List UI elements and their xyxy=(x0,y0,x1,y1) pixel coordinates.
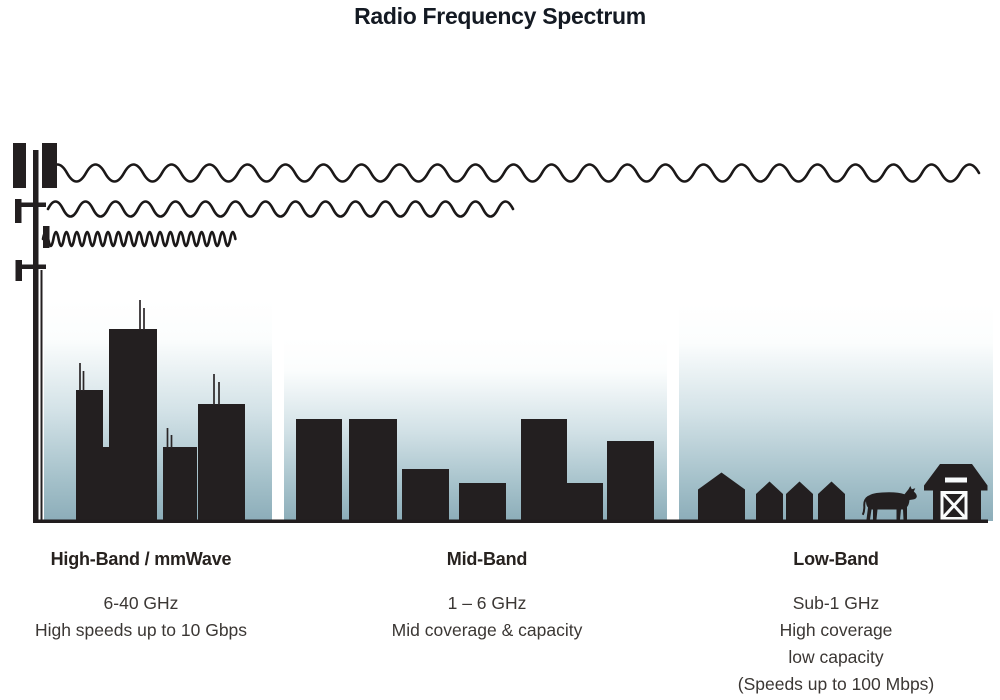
rooftop-antennas xyxy=(79,300,220,448)
low-band-label: Low-Band Sub-1 GHz High coverage low cap… xyxy=(738,548,935,698)
low-building xyxy=(163,447,197,520)
high-band-detail: High speeds up to 10 Gbps xyxy=(34,620,248,640)
barn-icon xyxy=(924,464,988,520)
tower-leg xyxy=(40,270,43,522)
mid-band-detail: Mid coverage & capacity xyxy=(391,620,583,640)
antenna-panel xyxy=(42,143,57,188)
building xyxy=(349,419,397,520)
cell-tower-icon xyxy=(13,143,57,522)
building xyxy=(296,419,342,520)
high-band-frequency: 6-40 GHz xyxy=(103,593,179,613)
high-band-heading: High-Band / mmWave xyxy=(50,549,232,569)
small-antenna xyxy=(15,260,22,281)
building xyxy=(459,483,506,520)
building xyxy=(521,419,567,520)
low-band-wave-icon xyxy=(46,163,981,183)
tower-crossarm xyxy=(17,264,46,269)
cow-tail xyxy=(861,495,870,516)
barn-loft-window xyxy=(945,477,967,483)
cow-icon xyxy=(861,486,917,520)
mid-band-heading: Mid-Band xyxy=(446,549,528,569)
skyscraper xyxy=(109,329,157,520)
skyscraper xyxy=(76,390,103,520)
low-band-heading: Low-Band xyxy=(793,549,879,569)
high-band-label: High-Band / mmWave 6-40 GHz High speeds … xyxy=(35,548,247,644)
low-band-detail: low capacity xyxy=(788,647,884,667)
low-building xyxy=(103,447,109,520)
building xyxy=(607,441,654,520)
tower-crossarm xyxy=(17,202,46,207)
house-icon xyxy=(818,481,845,520)
low-band-frequency: Sub-1 GHz xyxy=(792,593,880,613)
tower-mast xyxy=(33,150,39,522)
mid-band-label: Mid-Band 1 – 6 GHz Mid coverage & capaci… xyxy=(392,548,583,644)
mid-band-wave-icon xyxy=(46,200,515,218)
spectrum-illustration xyxy=(13,143,993,523)
house-icon xyxy=(786,481,813,520)
high-band-wave-icon xyxy=(41,230,237,248)
page-title: Radio Frequency Spectrum xyxy=(354,3,646,29)
small-antenna xyxy=(15,199,22,223)
building xyxy=(567,483,603,520)
midrise-buildings-icon xyxy=(296,419,654,520)
skyscraper xyxy=(198,404,245,520)
house-icon xyxy=(756,481,783,520)
low-band-detail: High coverage xyxy=(779,620,893,640)
antenna-panel xyxy=(13,143,26,188)
building xyxy=(402,469,449,520)
ground-line xyxy=(33,519,988,523)
barn-crossbuck-door xyxy=(940,491,968,520)
rural-scene-icon xyxy=(698,464,988,520)
house-icon xyxy=(698,472,745,520)
small-antenna xyxy=(43,226,50,248)
city-skyline-icon xyxy=(76,300,245,520)
mid-band-frequency: 1 – 6 GHz xyxy=(447,593,527,613)
low-band-detail: (Speeds up to 100 Mbps) xyxy=(737,674,935,694)
